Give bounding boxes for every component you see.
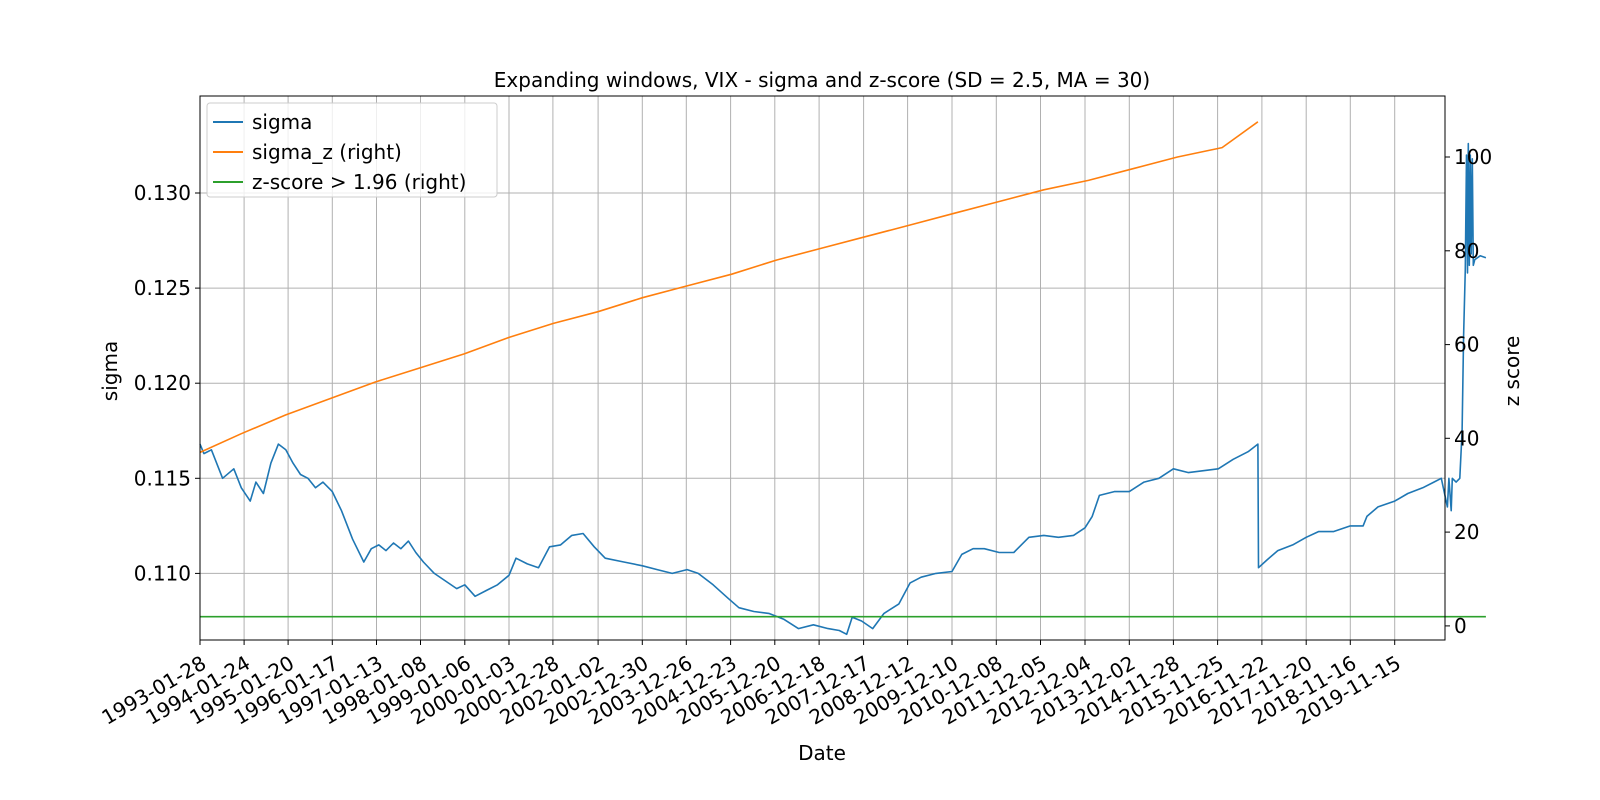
y-tick-label: 0.120 (134, 371, 191, 395)
sigma-z-line (199, 121, 1259, 454)
y2-tick-label: 0 (1454, 614, 1467, 638)
sigma-line (199, 142, 1487, 636)
y-tick-label: 0.130 (134, 181, 191, 205)
legend-label-zscore: z-score > 1.96 (right) (252, 170, 466, 194)
series-group (199, 121, 1487, 636)
legend-label-sigma: sigma (252, 110, 312, 134)
legend-box (206, 102, 498, 198)
y-tick-label: 0.125 (134, 276, 191, 300)
ticks: 1993-01-281994-01-241995-01-201996-01-17… (97, 145, 1492, 730)
y2-tick-label: 40 (1454, 426, 1479, 450)
y2-tick-label: 20 (1454, 520, 1479, 544)
legend-label-sigma-z: sigma_z (right) (252, 140, 402, 164)
y2-tick-label: 100 (1454, 145, 1492, 169)
x-axis-label: Date (798, 741, 846, 765)
y-tick-label: 0.115 (134, 466, 191, 490)
y2-tick-label: 60 (1454, 333, 1479, 357)
plot-frame (199, 95, 1446, 641)
y2-axis-label: z score (1500, 336, 1524, 407)
legend: sigma sigma_z (right) z-score > 1.96 (ri… (206, 102, 498, 198)
y-axis-label: sigma (98, 341, 122, 401)
y2-tick-label: 80 (1454, 239, 1479, 263)
y-tick-label: 0.110 (134, 561, 191, 585)
chart-title: Expanding windows, VIX - sigma and z-sco… (494, 68, 1150, 92)
